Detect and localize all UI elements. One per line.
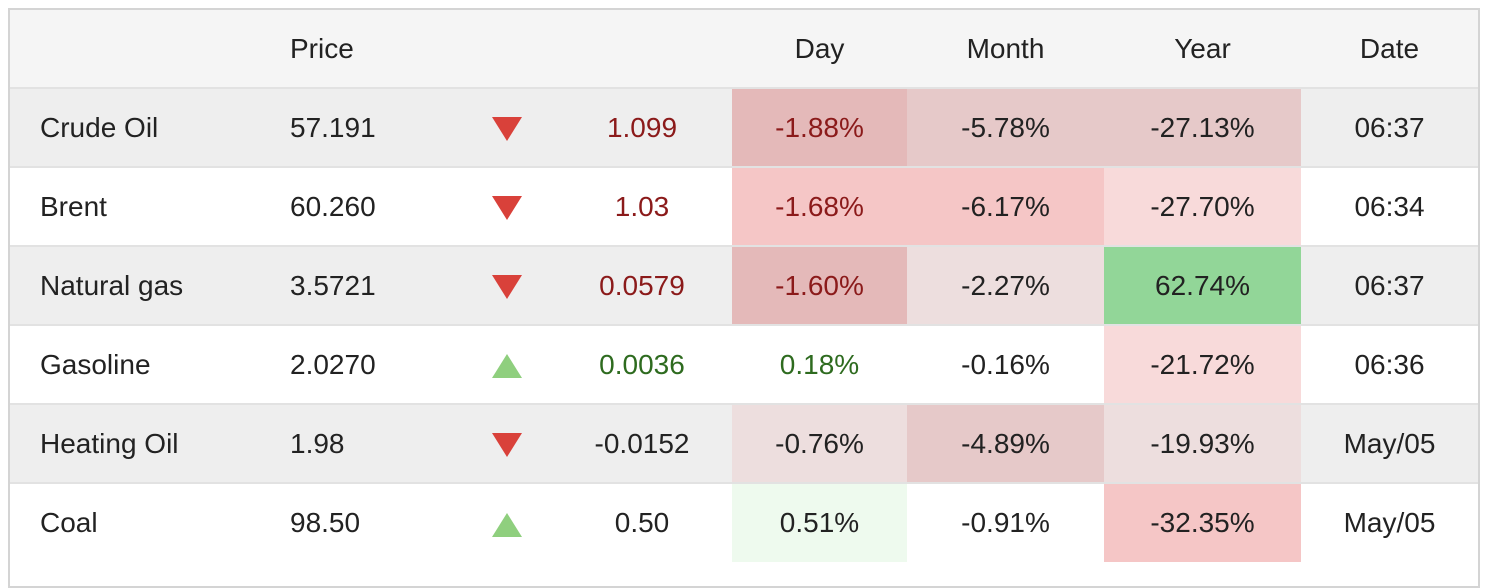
arrow-cell (462, 404, 552, 483)
commodity-name-link[interactable]: Brent (40, 190, 107, 222)
table-row[interactable]: Gasoline 2.0270 0.0036 0.18% -0.16% -21.… (10, 325, 1478, 404)
date-cell: 06:37 (1354, 111, 1425, 143)
header-change (552, 10, 732, 88)
header-month[interactable]: Month (966, 32, 1045, 64)
header-price[interactable]: Price (290, 32, 354, 64)
header-name (10, 10, 272, 88)
price-cell: 57.191 (290, 111, 376, 143)
down-arrow-icon (492, 433, 522, 458)
down-arrow-icon (492, 117, 522, 142)
arrow-cell (462, 483, 552, 562)
year-change-cell: -32.35% (1104, 483, 1301, 562)
price-cell: 1.98 (290, 427, 345, 459)
header-arrow (462, 10, 552, 88)
date-cell: 06:36 (1354, 348, 1425, 380)
day-change-cell: 0.18% (779, 348, 860, 380)
change-cell: 1.03 (614, 190, 670, 222)
table-row[interactable]: Natural gas 3.5721 0.0579 -1.60% -2.27% … (10, 246, 1478, 325)
arrow-cell (462, 246, 552, 325)
price-cell: 3.5721 (290, 269, 376, 301)
arrow-cell (462, 167, 552, 246)
arrow-cell (462, 325, 552, 404)
year-change-cell: -21.72% (1104, 325, 1301, 404)
change-cell: 1.099 (606, 111, 678, 143)
commodities-table-frame: Price Day Month Year Date Crude Oil 57.1… (8, 8, 1480, 588)
table-row[interactable]: Crude Oil 57.191 1.099 -1.88% -5.78% -27… (10, 88, 1478, 167)
price-cell: 60.260 (290, 190, 376, 222)
table-header: Price Day Month Year Date (10, 10, 1478, 88)
commodity-name-link[interactable]: Coal (40, 507, 98, 538)
day-change-cell: -1.60% (732, 246, 907, 325)
day-change-cell: -1.88% (732, 88, 907, 167)
commodity-name-link[interactable]: Gasoline (40, 348, 151, 380)
month-change-cell: -5.78% (907, 88, 1104, 167)
month-change-cell: -6.17% (907, 167, 1104, 246)
header-row: Price Day Month Year Date (10, 10, 1478, 88)
change-cell: 0.0579 (599, 269, 685, 301)
header-day[interactable]: Day (794, 32, 845, 64)
day-change-cell: -1.68% (732, 167, 907, 246)
date-cell: May/05 (1343, 427, 1436, 459)
date-cell: 06:37 (1354, 269, 1425, 301)
year-change-cell: -27.70% (1104, 167, 1301, 246)
header-date[interactable]: Date (1359, 32, 1420, 64)
change-cell: 0.50 (614, 507, 670, 538)
date-cell: May/05 (1343, 507, 1436, 538)
commodity-name-link[interactable]: Heating Oil (40, 427, 179, 459)
month-change-cell: -0.91% (961, 507, 1050, 538)
month-change-cell: -2.27% (907, 246, 1104, 325)
day-change-cell: -0.76% (732, 404, 907, 483)
price-cell: 2.0270 (290, 348, 376, 380)
header-year[interactable]: Year (1174, 32, 1231, 64)
month-change-cell: -4.89% (907, 404, 1104, 483)
commodity-name-link[interactable]: Crude Oil (40, 111, 159, 143)
commodity-name-link[interactable]: Natural gas (40, 269, 184, 301)
year-change-cell: -19.93% (1104, 404, 1301, 483)
table-row[interactable]: Heating Oil 1.98 -0.0152 -0.76% -4.89% -… (10, 404, 1478, 483)
down-arrow-icon (492, 275, 522, 300)
change-cell: -0.0152 (594, 427, 690, 459)
day-change-cell: 0.51% (732, 483, 907, 562)
arrow-cell (462, 88, 552, 167)
up-arrow-icon (492, 512, 522, 537)
year-change-cell: 62.74% (1104, 246, 1301, 325)
date-cell: 06:34 (1354, 190, 1425, 222)
table-row[interactable]: Coal 98.50 0.50 0.51% -0.91% -32.35% May… (10, 483, 1478, 562)
price-cell: 98.50 (290, 507, 361, 538)
up-arrow-icon (492, 354, 522, 379)
down-arrow-icon (492, 196, 522, 221)
table-row[interactable]: Brent 60.260 1.03 -1.68% -6.17% -27.70% … (10, 167, 1478, 246)
commodities-table: Price Day Month Year Date Crude Oil 57.1… (10, 10, 1478, 562)
month-change-cell: -0.16% (961, 348, 1050, 380)
table-body: Crude Oil 57.191 1.099 -1.88% -5.78% -27… (10, 88, 1478, 562)
change-cell: 0.0036 (599, 348, 685, 380)
year-change-cell: -27.13% (1104, 88, 1301, 167)
